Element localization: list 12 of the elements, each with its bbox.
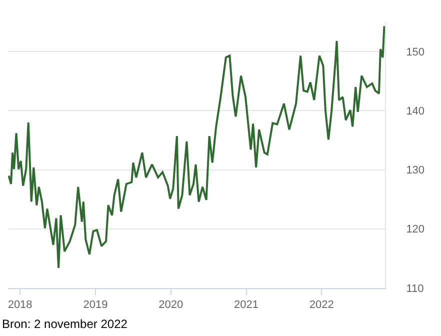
y-tick-label: 120 [406,224,425,236]
x-tick-label: 2020 [158,299,184,312]
x-tick-label: 2021 [234,299,258,312]
y-tick-label: 130 [406,164,425,177]
line-series [8,25,385,269]
x-tick-label: 2019 [83,299,108,312]
x-tick-label: 2022 [309,299,334,312]
text: Bron: 2 november 2022 [2,317,128,331]
y-tick-label: 110 [406,282,424,295]
y-tick-label: 150 [406,46,425,58]
x-tick-label: 2018 [8,299,32,312]
y-tick-label: 140 [406,106,425,118]
